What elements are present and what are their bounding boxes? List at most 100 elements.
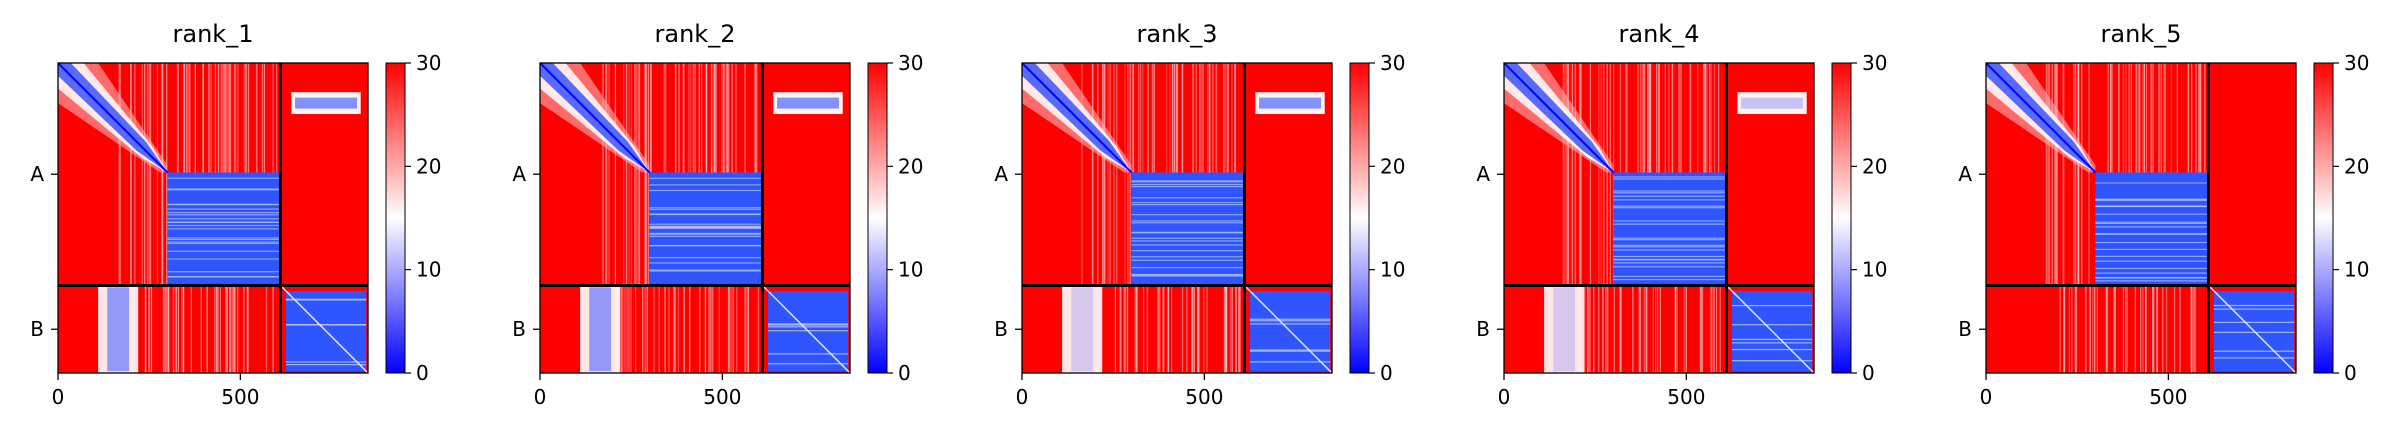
- streak: [699, 285, 701, 373]
- x-tick-label: 500: [1667, 385, 1705, 409]
- block-line: [1131, 197, 1245, 199]
- streak: [730, 285, 732, 373]
- streak: [134, 63, 136, 286]
- colorbar-tick-label: 0: [1862, 361, 1875, 385]
- streak: [645, 63, 647, 286]
- ab-band-core: [1741, 97, 1804, 109]
- streak: [1605, 285, 1607, 373]
- streak: [646, 285, 648, 373]
- streak: [2047, 63, 2050, 286]
- streak: [1116, 63, 1118, 286]
- streak: [757, 285, 760, 373]
- streak: [1607, 285, 1609, 373]
- block-line: [2213, 321, 2295, 323]
- streak: [2190, 285, 2193, 373]
- streak: [732, 285, 734, 373]
- streak: [165, 285, 167, 373]
- axes-frame: [539, 62, 851, 374]
- block-line: [767, 353, 849, 355]
- streak: [1113, 63, 1115, 286]
- colorbar-tick-label: 0: [416, 361, 429, 385]
- streak: [644, 63, 646, 286]
- streak: [1571, 63, 1574, 286]
- streak: [1564, 63, 1566, 286]
- block-line: [1613, 259, 1727, 261]
- colorbar-frame: [1831, 62, 1852, 374]
- colorbar-tick-label: 20: [1380, 154, 1405, 178]
- colorbar-frame: [1349, 62, 1370, 374]
- streak: [1097, 63, 1099, 286]
- block-line: [649, 207, 763, 209]
- colorbar: [1832, 63, 1851, 373]
- colorbar-tick-label: 10: [898, 258, 923, 282]
- block-line: [649, 227, 763, 229]
- streak: [2077, 63, 2079, 286]
- streak: [2085, 285, 2087, 373]
- x-tick-label: 500: [221, 385, 259, 409]
- streak: [644, 285, 646, 373]
- streak: [1120, 285, 1122, 373]
- streak: [2134, 285, 2137, 373]
- panel-rank_2: rank_2 0 500 A B 0 10 20 30: [512, 20, 923, 409]
- diagonal: [1725, 284, 1814, 373]
- heatmap: [1504, 63, 1814, 373]
- streak: [664, 285, 666, 373]
- streak: [1676, 285, 1678, 373]
- block-line: [167, 208, 281, 210]
- streak: [2074, 285, 2077, 373]
- streak: [683, 285, 685, 373]
- heatmap: [540, 63, 850, 373]
- streak: [641, 285, 644, 373]
- streak: [149, 63, 152, 286]
- streak: [1123, 285, 1125, 373]
- block-line: [649, 232, 763, 235]
- block-line: [1131, 259, 1245, 261]
- streak: [2114, 285, 2116, 373]
- streak: [2063, 63, 2065, 286]
- streak: [1234, 285, 1237, 373]
- block-line: [649, 184, 763, 186]
- streak: [2056, 63, 2058, 286]
- streak: [1600, 63, 1602, 286]
- streak: [602, 63, 604, 286]
- block-line: [2095, 277, 2209, 279]
- streak: [1562, 63, 1564, 286]
- streak: [647, 63, 649, 286]
- block-line: [1249, 350, 1331, 352]
- streak: [225, 285, 227, 373]
- streak: [1656, 285, 1659, 373]
- streak: [1589, 285, 1591, 373]
- block-line: [1613, 262, 1727, 264]
- streak: [1574, 63, 1577, 286]
- streak: [712, 285, 714, 373]
- block-line: [2095, 221, 2209, 223]
- block-line: [1249, 320, 1331, 322]
- colorbar: [2314, 63, 2333, 373]
- ab-band: [1737, 92, 1807, 115]
- block-line: [2213, 304, 2295, 307]
- panel-rank_4: rank_4 0 500 A B 0 10 20 30: [1476, 20, 1887, 409]
- streak: [1701, 285, 1704, 373]
- streak: [1645, 285, 1648, 373]
- streak: [1566, 63, 1568, 286]
- streak: [206, 285, 208, 373]
- streak: [2059, 285, 2061, 373]
- block-line: [767, 363, 849, 365]
- block-line: [1613, 223, 1727, 225]
- streak: [747, 285, 749, 373]
- block-line: [167, 224, 281, 227]
- streak: [1127, 63, 1129, 286]
- block-line: [2095, 213, 2209, 215]
- ba-band-core: [107, 287, 130, 372]
- block-line: [167, 189, 281, 191]
- block-line: [1613, 178, 1727, 180]
- streak: [1092, 63, 1094, 286]
- streak: [2096, 285, 2098, 373]
- streak: [704, 285, 707, 373]
- streak: [1124, 285, 1127, 373]
- streak: [119, 63, 121, 286]
- colorbar-tick-label: 20: [898, 154, 923, 178]
- streak: [635, 285, 637, 373]
- y-tick-label: B: [512, 317, 526, 341]
